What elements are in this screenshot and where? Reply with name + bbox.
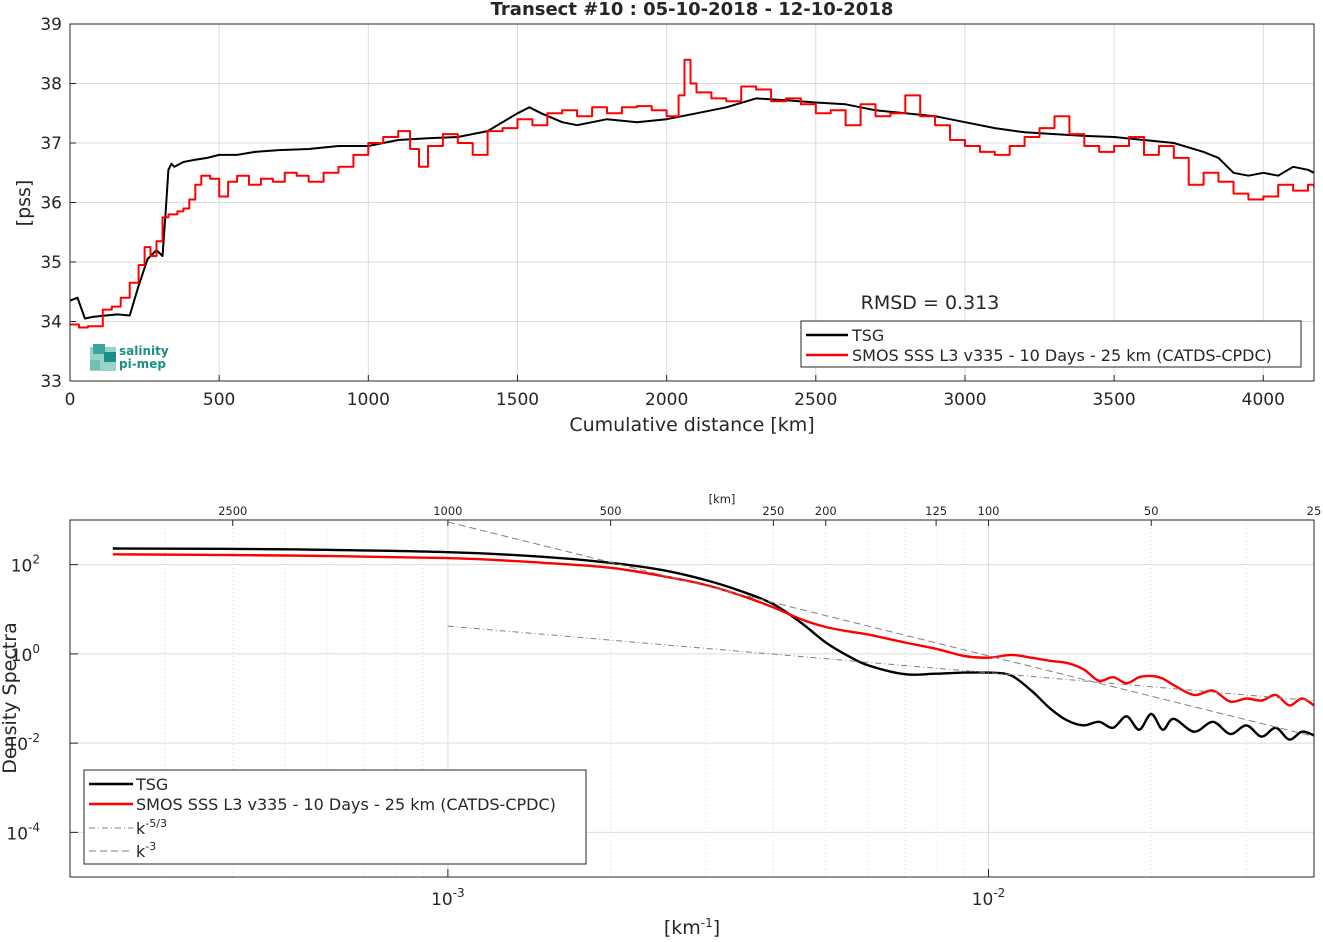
transect-x-tick-label: 4000 [1242,390,1285,410]
legend-label-tsg: TSG [851,326,884,345]
transect-x-tick-label: 1500 [496,390,539,410]
transect-y-tick-label: 39 [40,15,62,35]
spectra-y-axis-label: Density Spectra [0,622,21,773]
spectra-series-smos-line [112,553,1314,707]
transect-series [70,58,1314,329]
transect-x-tick-label: 3500 [1092,390,1135,410]
transect-x-tick-label: 3000 [943,390,986,410]
spectra-axes-box [69,519,1315,878]
spectra-series [112,521,1314,741]
transect-y-tick-label: 35 [40,253,62,273]
transect-x-tick-label: 0 [65,390,76,410]
transect-y-tick-label: 37 [40,134,62,154]
transect-y-tick-label: 33 [40,372,62,392]
spectra-top-tick-label: 2500 [218,504,247,518]
transect-axis-ticks: 0 500 1000 1500 2000 2500 3000 3500 4000 33 34 35 36… [40,15,1285,410]
legend-label-tsg: TSG [135,775,168,794]
spectra-ref-k3-line [447,521,1314,737]
transect-axes-box [69,23,1315,382]
salinity-pi-mep-logo: salinity pi-mep [90,344,169,371]
spectra-top-tick-label: 100 [978,504,1000,518]
transect-x-tick-label: 500 [203,390,235,410]
transect-y-tick-label: 38 [40,75,62,95]
transect-legend: TSG SMOS SSS L3 v335 - 10 Days - 25 km (… [800,320,1302,368]
spectra-legend-box [83,769,587,865]
logo-text-line2: pi-mep [119,357,166,371]
transect-y-tick-label: 34 [40,313,62,333]
transect-x-axis-label: Cumulative distance [km] [569,414,814,436]
transect-x-tick-label: 2000 [645,390,688,410]
spectra-top-tick-label: 500 [600,504,622,518]
spectra-legend: TSG SMOS SSS L3 v335 - 10 Days - 25 km (… [83,769,587,865]
spectra-top-tick-label: 25 [1307,504,1322,518]
logo-icon [90,344,116,371]
transect-series-tsg-line [70,97,1314,320]
spectra-top-axis-label: [km] [709,492,736,506]
spectra-top-tick-label: 50 [1144,504,1159,518]
transect-panel: 0 500 1000 1500 2000 2500 3000 3500 4000 33 34 35 36… [13,0,1315,436]
transect-series-smos-line [70,58,1314,329]
chart-title: Transect #10 : 05-10-2018 - 12-10-2018 [491,0,894,20]
legend-label-smos: SMOS SSS L3 v335 - 10 Days - 25 km (CATD… [136,795,556,814]
spectra-top-tick-label: 1000 [433,504,462,518]
transect-x-tick-label: 1000 [347,390,390,410]
rmsd-annotation: RMSD = 0.313 [861,292,1000,314]
transect-y-axis-label: [pss] [13,180,35,227]
spectra-top-tick-label: 125 [925,504,947,518]
spectra-ref-k53-line [447,625,1314,702]
transect-legend-box [800,320,1302,368]
transect-x-tick-label: 2500 [794,390,837,410]
spectra-top-tick-label: 200 [815,504,837,518]
spectra-top-tick-label: 250 [762,504,784,518]
spectra-series-tsg-line [112,547,1314,741]
logo-text-line1: salinity [119,344,169,358]
transect-y-tick-label: 36 [40,194,62,214]
legend-label-smos: SMOS SSS L3 v335 - 10 Days - 25 km (CATD… [852,346,1272,365]
